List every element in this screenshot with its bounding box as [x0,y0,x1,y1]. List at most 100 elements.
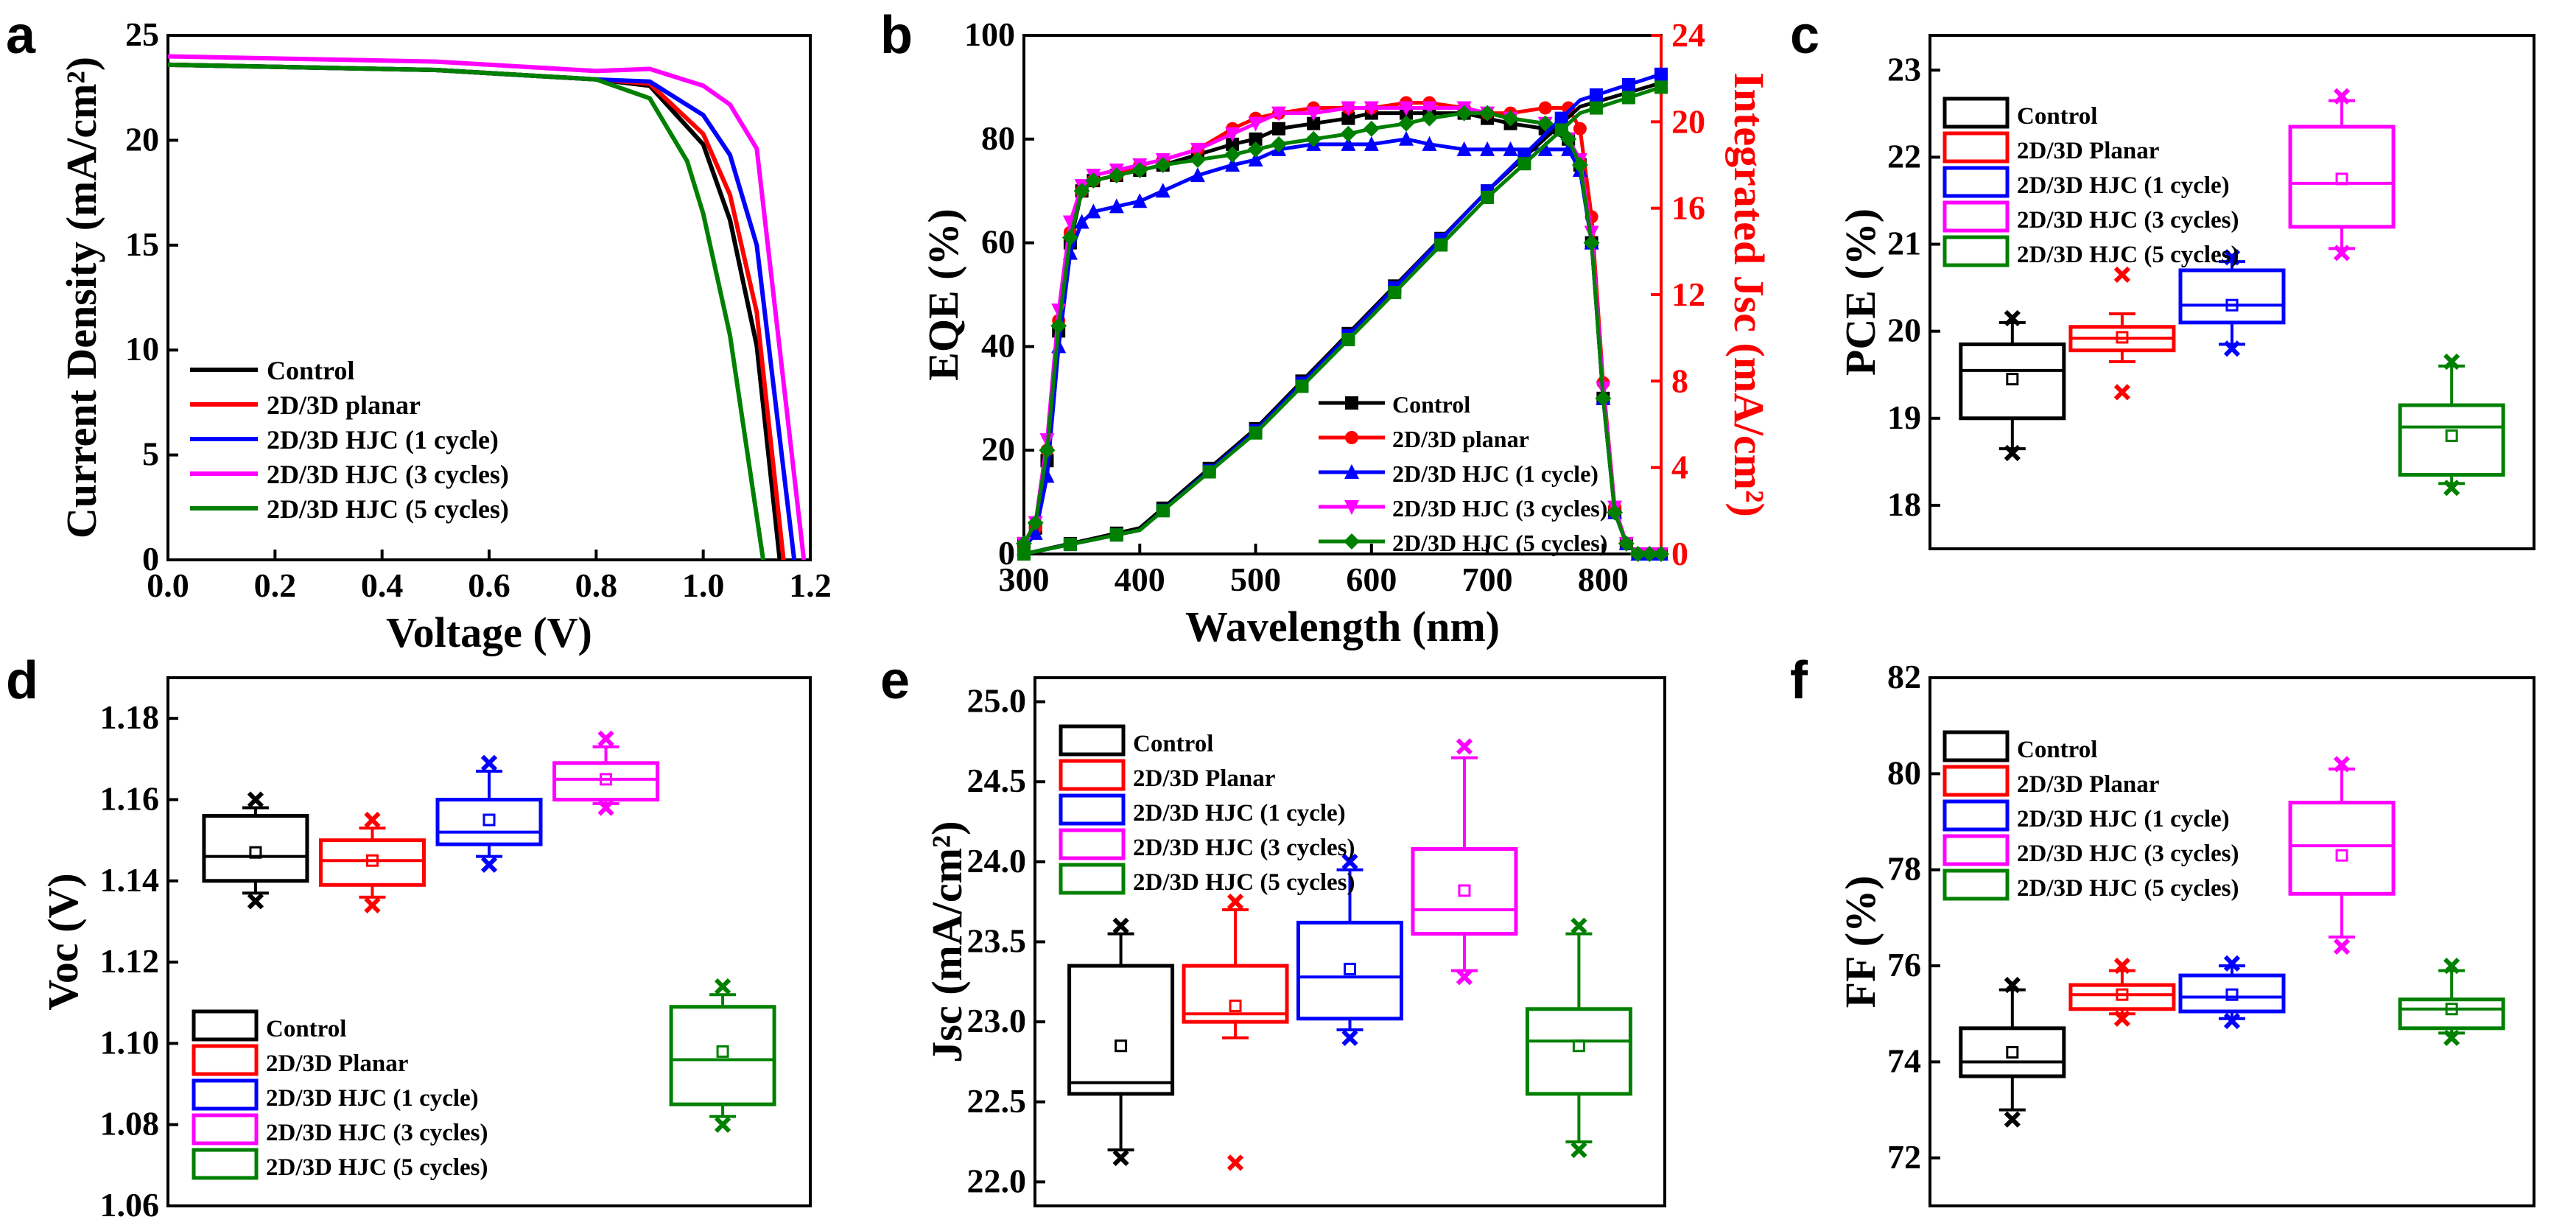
eqe-point [1225,127,1240,142]
integrated-jsc-point [1202,465,1216,479]
eqe-point [1028,524,1043,540]
legend-marker [1345,431,1358,444]
y-tick-label: 21 [1887,225,1921,262]
eqe-point [1398,115,1414,132]
box-outlier [2113,266,2131,283]
x-tick-label: 0.2 [254,566,297,604]
y-tick-label: 1.10 [100,1023,160,1061]
box [435,797,543,846]
eqe-point [1629,546,1646,562]
x-tick-label: 500 [1230,561,1281,598]
y-tick-label: 10 [125,330,159,368]
eqe-point [1249,132,1263,146]
eqe-point [1108,167,1125,184]
eqe-point [1363,120,1380,137]
plot-frame [1929,34,2535,550]
y-axis-label: EQE (%) [919,208,967,381]
eqe-point [1225,157,1240,172]
panel-letter-a: a [6,6,36,65]
eqe-point [1248,151,1263,166]
eqe-point [1562,101,1576,115]
eqe-point [1618,535,1635,552]
box-mean [2116,331,2129,344]
box-outlier [2443,353,2460,371]
integrated-jsc-point [1654,67,1668,81]
eqe-point [1641,546,1658,562]
legend-label: 2D/3D planar [1392,426,1529,452]
integrated-jsc-point [1341,333,1355,347]
legend-label: Control [2017,103,2097,130]
legend-swatch [1942,869,2010,901]
legend-label: 2D/3D HJC (1 cycle) [1392,460,1598,487]
legend-label: 2D/3D HJC (1 cycle) [267,425,499,455]
eqe-point [1305,130,1322,147]
eqe-point [1074,214,1089,229]
legend-label: 2D/3D Planar [1133,765,1275,792]
jv-curve [167,62,766,561]
box-mean [716,1045,729,1058]
eqe-point [1248,116,1263,132]
box-mean [365,854,379,867]
box-mean [482,813,496,827]
eqe-point [1422,101,1437,116]
y-tick-label: 22.0 [967,1162,1027,1199]
y-axis-label: Voc (V) [39,873,87,1010]
box-outlier [2004,309,2021,327]
y-tick-label: 24.0 [967,842,1027,880]
y-axis-label: FF (%) [1836,876,1884,1008]
box-outlier [2333,88,2351,105]
box [1411,846,1518,936]
legend-label: 2D/3D HJC (3 cycles) [2017,207,2239,234]
eqe-point [1086,203,1101,219]
integrated-jsc-point [1434,238,1448,252]
y-tick-label: 72 [1887,1138,1921,1176]
eqe-point [1537,115,1554,132]
box-mean [2006,373,2019,386]
eqe-point [1583,234,1600,251]
box-outlier [2223,955,2241,972]
eqe-point [1653,546,1669,562]
legend-label: Control [2017,737,2097,763]
y-tick-label: 80 [981,119,1015,157]
eqe-point [1456,105,1473,122]
legend-swatch [1942,799,2010,832]
x-tick-label: 0.6 [468,566,510,604]
y-tick-label: 20 [125,120,159,158]
box-outlier [714,978,731,995]
eqe-point [1422,136,1437,151]
y-axis-label: Current Density (mA/cm²) [57,57,105,538]
x-tick-label: 300 [999,561,1050,598]
y-tick-label: 74 [1887,1042,1921,1079]
box-outlier [2223,249,2241,266]
box [1182,964,1289,1024]
legend-swatch [192,1078,259,1111]
eqe-point [1456,141,1472,156]
box-mean [2445,429,2458,442]
y-tick-label: 76 [1887,946,1921,983]
legend-marker [1344,500,1359,515]
eqe-point [1271,106,1286,122]
box [2178,973,2286,1014]
box-outlier [2443,480,2460,497]
eqe-point [1571,157,1588,173]
x-tick-label: 600 [1346,561,1397,598]
eqe-point [1226,137,1240,151]
box-outlier [1456,738,1473,755]
legend-swatch [192,1148,259,1180]
panel-letter-e: e [880,651,910,710]
box-outlier [1112,917,1129,934]
x-tick-label: 0.8 [575,566,618,604]
eqe-point [1421,110,1438,127]
y-tick-label: 1.18 [100,698,160,736]
box-outlier [1341,1029,1358,1046]
legend-label: 2D/3D HJC (1 cycle) [2017,806,2230,832]
y-tick-label: 78 [1887,850,1921,888]
box-outlier [2443,957,2460,975]
integrated-jsc-point [1295,379,1309,393]
pce-box-chart: 18 19 20 21 22 23 PCE (%) Control 2D/3D Planar 2D… [1836,34,2535,550]
y-tick-label: 23.5 [967,922,1027,960]
plot-frame [1033,676,1666,1207]
integrated-jsc-curve [1023,85,1662,556]
box-mean [2335,849,2348,862]
